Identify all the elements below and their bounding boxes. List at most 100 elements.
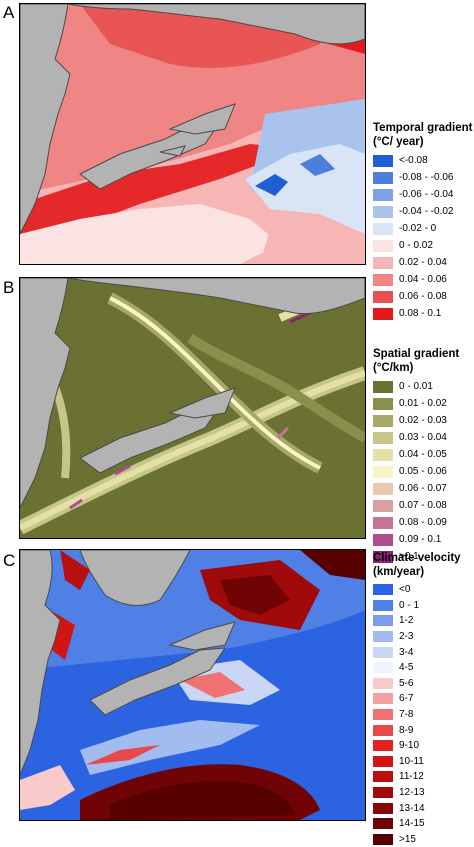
legend-swatch — [373, 693, 393, 704]
legend-swatch — [373, 206, 393, 218]
legend-title-line2: (°C/km) — [373, 361, 459, 375]
legend-item: 0.08 - 0.1 — [373, 305, 472, 322]
legend-label: 9-10 — [399, 740, 419, 751]
legend-item: 8-9 — [373, 722, 461, 738]
legend-item: <-0.08 — [373, 152, 472, 169]
legend-label: 0.04 - 0.05 — [399, 449, 447, 460]
legend-item: 5-6 — [373, 676, 461, 692]
legend-item: 4-5 — [373, 660, 461, 676]
legend-label: 4-5 — [399, 662, 413, 673]
legend-label: 0.06 - 0.08 — [399, 291, 447, 302]
legend-item: 0.09 - 0.1 — [373, 531, 459, 548]
legend-swatch — [373, 240, 393, 252]
legend-swatch — [373, 308, 393, 320]
legend-swatch — [373, 584, 393, 595]
legend-label: 2-3 — [399, 631, 413, 642]
legend-swatch — [373, 466, 393, 478]
legend-label: 0.04 - 0.06 — [399, 274, 447, 285]
legend-label: 0.02 - 0.03 — [399, 415, 447, 426]
legend-swatch — [373, 600, 393, 611]
legend-swatch — [373, 787, 393, 798]
legend-label: 13-14 — [399, 803, 425, 814]
legend-item: 0.04 - 0.05 — [373, 446, 459, 463]
legend-item: 0.06 - 0.08 — [373, 288, 472, 305]
legend-label: <-0.08 — [399, 155, 428, 166]
legend-label: -0.04 - -0.02 — [399, 206, 453, 217]
legend-item: -0.04 - -0.02 — [373, 203, 472, 220]
legend-swatch — [373, 155, 393, 167]
legend-temporal-gradient: Temporal gradient (°C/ year) <-0.08-0.08… — [373, 121, 472, 322]
legend-swatch — [373, 803, 393, 814]
legend-item: 0 - 1 — [373, 598, 461, 614]
legend-item: 7-8 — [373, 707, 461, 723]
legend-label: >15 — [399, 834, 416, 845]
legend-label: 8-9 — [399, 725, 413, 736]
legend-item: 1-2 — [373, 613, 461, 629]
legend-label: 0.08 - 0.09 — [399, 517, 447, 528]
legend-label: 3-4 — [399, 647, 413, 658]
legend-swatch — [373, 291, 393, 303]
legend-swatch — [373, 274, 393, 286]
legend-label: 14-15 — [399, 818, 425, 829]
legend-swatch — [373, 771, 393, 782]
legend-item: -0.06 - -0.04 — [373, 186, 472, 203]
legend-swatch — [373, 647, 393, 658]
legend-item: 0 - 0.01 — [373, 378, 459, 395]
legend-label: 0.07 - 0.08 — [399, 500, 447, 511]
legend-label: 1-2 — [399, 615, 413, 626]
legend-item: -0.02 - 0 — [373, 220, 472, 237]
legend-swatch — [373, 517, 393, 529]
legend-swatch — [373, 483, 393, 495]
legend-item: 0.05 - 0.06 — [373, 463, 459, 480]
legend-item: 10-11 — [373, 754, 461, 770]
legend-item: 0.07 - 0.08 — [373, 497, 459, 514]
legend-label: 0 - 0.02 — [399, 240, 433, 251]
legend-swatch — [373, 432, 393, 444]
legend-item: -0.08 - -0.06 — [373, 169, 472, 186]
legend-label: 12-13 — [399, 787, 425, 798]
legend-item: 14-15 — [373, 816, 461, 832]
legend-swatch — [373, 534, 393, 546]
legend-item: >15 — [373, 832, 461, 847]
legend-item: 9-10 — [373, 738, 461, 754]
legend-item: 11-12 — [373, 769, 461, 785]
legend-title-line2: (km/year) — [373, 565, 461, 579]
legend-label: <0 — [399, 584, 410, 595]
legend-item: 6-7 — [373, 691, 461, 707]
legend-swatch — [373, 818, 393, 829]
legend-item: 0.01 - 0.02 — [373, 395, 459, 412]
legend-title-line2: (°C/ year) — [373, 135, 472, 149]
legend-title-line1: Climate velocity — [373, 551, 461, 565]
legend-item: 3-4 — [373, 644, 461, 660]
map-spatial-gradient — [19, 277, 366, 539]
legend-label: 0 - 1 — [399, 600, 419, 611]
legend-item: 12-13 — [373, 785, 461, 801]
legend-swatch — [373, 257, 393, 269]
legend-label: 10-11 — [399, 756, 424, 767]
legend-swatch — [373, 189, 393, 201]
legend-label: 11-12 — [399, 771, 424, 782]
legend-swatch — [373, 631, 393, 642]
map-climate-velocity — [19, 549, 366, 821]
legend-item: 13-14 — [373, 800, 461, 816]
legend-label: -0.08 - -0.06 — [399, 172, 453, 183]
legend-label: 0.02 - 0.04 — [399, 257, 447, 268]
legend-label: 0.06 - 0.07 — [399, 483, 447, 494]
legend-swatch — [373, 725, 393, 736]
legend-label: 5-6 — [399, 678, 413, 689]
legend-label: 7-8 — [399, 709, 413, 720]
legend-title-line1: Spatial gradient — [373, 347, 459, 361]
legend-label: 0.05 - 0.06 — [399, 466, 447, 477]
legend-swatch — [373, 709, 393, 720]
legend-swatch — [373, 415, 393, 427]
legend-swatch — [373, 449, 393, 461]
legend-swatch — [373, 615, 393, 626]
legend-swatch — [373, 834, 393, 845]
legend-item: 0.02 - 0.03 — [373, 412, 459, 429]
legend-item: 0.06 - 0.07 — [373, 480, 459, 497]
legend-item: 0.04 - 0.06 — [373, 271, 472, 288]
legend-label: 6-7 — [399, 693, 413, 704]
legend-item: <0 — [373, 582, 461, 598]
legend-label: 0.09 - 0.1 — [399, 534, 441, 545]
